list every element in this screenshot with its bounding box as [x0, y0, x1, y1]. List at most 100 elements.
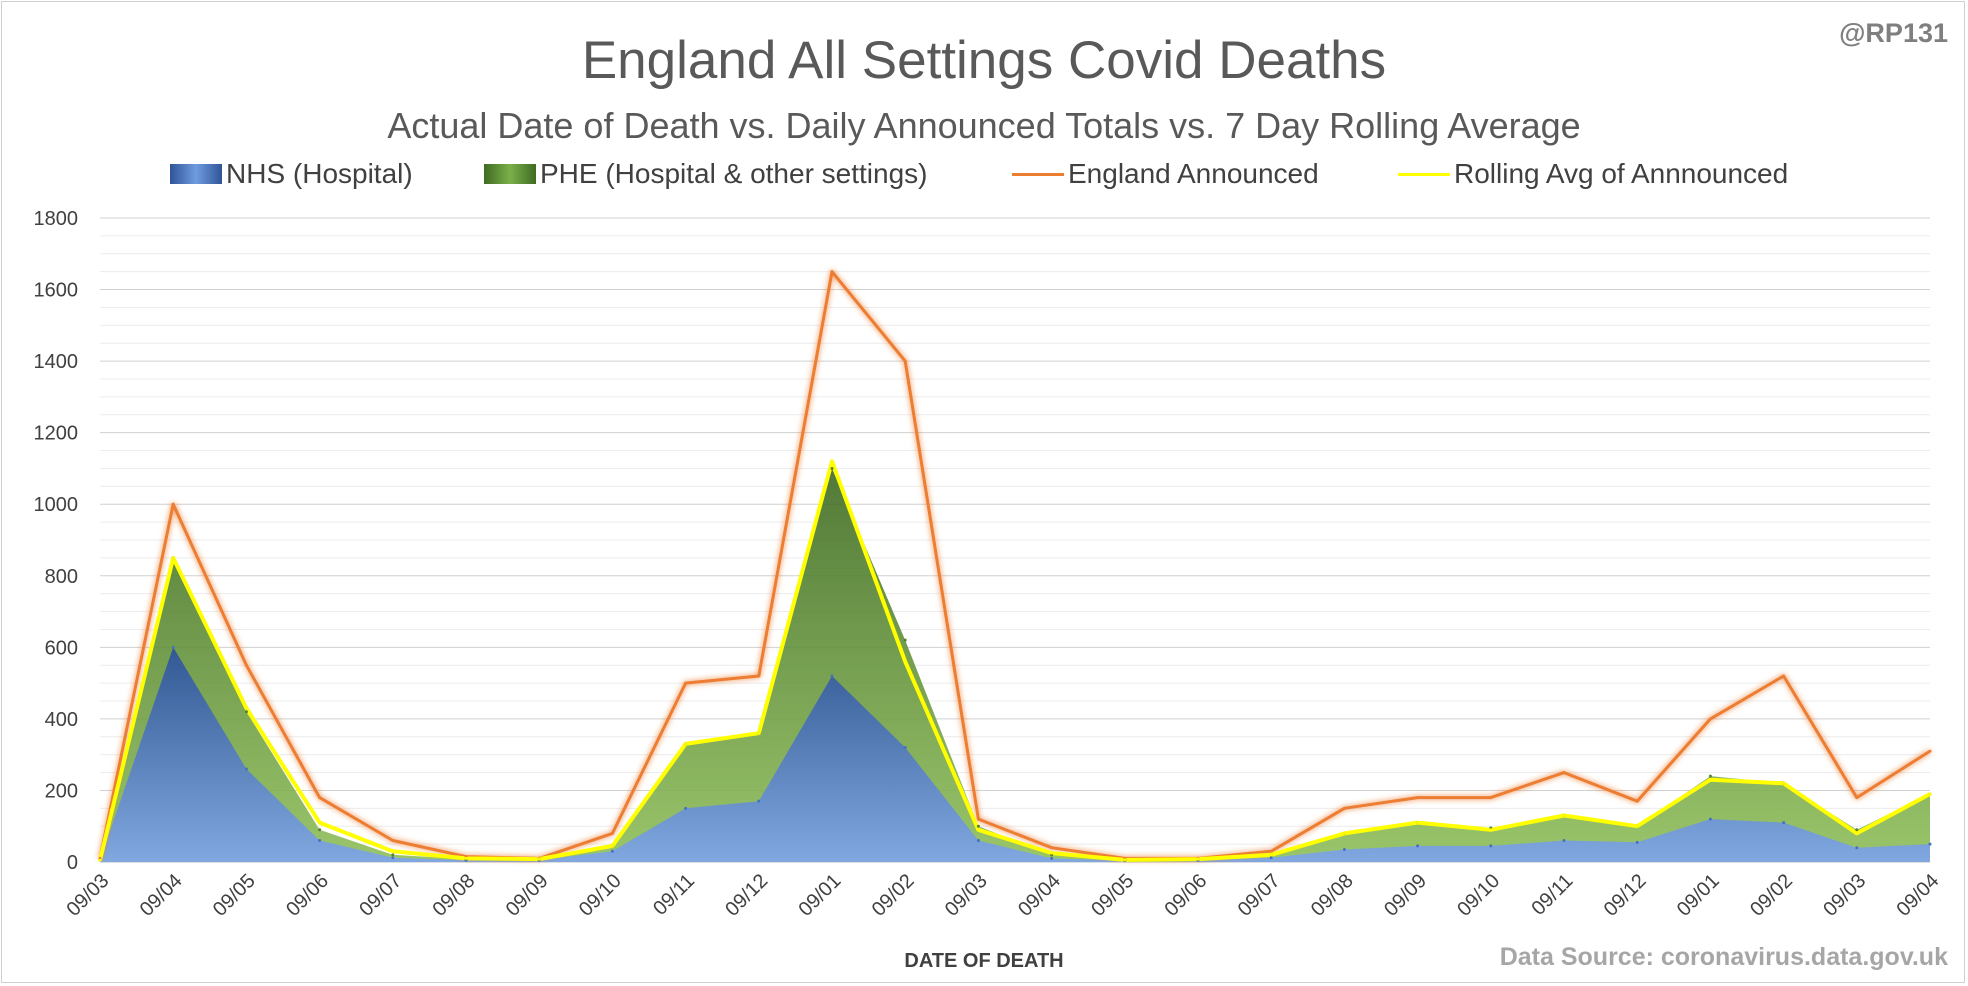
chart-title: England All Settings Covid Deaths	[581, 31, 1387, 90]
rolling-avg-point	[98, 858, 102, 862]
x-tick-label: 09/06	[282, 870, 333, 921]
announced-point	[1050, 846, 1054, 850]
x-tick-label: 09/04	[136, 870, 187, 921]
announced-point	[1342, 806, 1346, 810]
x-tick-label: 09/05	[1087, 870, 1138, 921]
y-tick-label: 400	[45, 709, 78, 731]
nhs-point	[1050, 856, 1054, 860]
author-handle: @RP131	[1839, 18, 1948, 48]
legend-item-nhs: NHS (Hospital)	[170, 158, 413, 190]
rolling-avg-point	[976, 828, 980, 832]
phe-point	[830, 466, 834, 470]
legend-item-phe: PHE (Hospital & other settings)	[484, 158, 928, 190]
y-tick-label: 200	[45, 780, 78, 802]
legend-item-rolling: Rolling Avg of Annnounced	[1398, 158, 1788, 190]
x-tick-label: 09/09	[1380, 870, 1431, 921]
rolling-avg-point	[1855, 831, 1859, 835]
legend: NHS (Hospital) PHE (Hospital & other set…	[0, 158, 1968, 198]
x-axis: 09/03 09/04 09/05 09/06 09/07 09/08 09/09 09/10…	[62, 861, 1943, 921]
nhs-point	[391, 856, 395, 860]
nhs-point	[1416, 844, 1420, 848]
legend-label-rolling: Rolling Avg of Annnounced	[1454, 158, 1789, 189]
legend-line-announced	[1012, 172, 1064, 176]
nhs-point	[1635, 840, 1639, 844]
announced-point	[757, 674, 761, 678]
rolling-avg-line	[98, 459, 1931, 862]
y-axis: 0 200 400 600 800 1000 1200 1400 1600 1800	[34, 208, 79, 874]
nhs-point	[976, 839, 980, 843]
x-tick-label: 09/11	[649, 870, 699, 920]
x-tick-label: 09/08	[428, 870, 479, 921]
nhs-point	[1489, 844, 1493, 848]
announced-point	[610, 831, 614, 835]
y-tick-label: 1800	[34, 208, 79, 230]
chart-subtitle: Actual Date of Death vs. Daily Announced…	[387, 105, 1581, 146]
x-tick-label: 09/01	[1673, 870, 1724, 921]
x-tick-label: 09/09	[502, 870, 553, 921]
announced-point	[1708, 717, 1712, 721]
y-tick-label: 1200	[34, 423, 79, 445]
x-tick-label: 09/10	[1453, 870, 1504, 921]
announced-point	[1782, 674, 1786, 678]
x-tick-label: 09/12	[721, 870, 772, 921]
rolling-avg-point	[1489, 828, 1493, 832]
rolling-avg-point	[1928, 792, 1932, 796]
phe-point	[976, 824, 980, 828]
announced-point	[1635, 799, 1639, 803]
rolling-avg-point	[1196, 857, 1200, 861]
phe-point	[318, 828, 322, 832]
x-tick-label: 09/04	[1014, 870, 1065, 921]
gridlines	[100, 217, 1930, 863]
rolling-avg-point	[1782, 781, 1786, 785]
nhs-point	[171, 645, 175, 649]
nhs-point	[757, 799, 761, 803]
y-tick-label: 1400	[34, 351, 79, 373]
rolling-avg-point	[1635, 824, 1639, 828]
legend-label-phe: PHE (Hospital & other settings)	[540, 158, 928, 189]
nhs-point	[903, 746, 907, 750]
announced-point	[684, 681, 688, 685]
rolling-avg-point	[171, 556, 175, 560]
x-tick-label: 09/07	[1234, 870, 1285, 921]
announced-point	[1855, 796, 1859, 800]
rolling-avg-point	[1342, 831, 1346, 835]
nhs-point	[830, 674, 834, 678]
y-tick-label: 600	[45, 637, 78, 659]
x-tick-label: 09/02	[1746, 870, 1797, 921]
nhs-point	[684, 806, 688, 810]
x-tick-label: 09/02	[868, 870, 919, 921]
nhs-point	[1562, 839, 1566, 843]
legend-label-announced: England Announced	[1068, 158, 1319, 189]
phe-point	[1708, 774, 1712, 778]
nhs-point	[1342, 847, 1346, 851]
legend-line-rolling	[1398, 172, 1450, 176]
rolling-avg-point	[830, 459, 834, 463]
rolling-avg-point	[318, 821, 322, 825]
y-tick-label: 800	[45, 566, 78, 588]
legend-swatch-nhs	[170, 164, 222, 184]
rolling-avg-point	[1562, 813, 1566, 817]
x-tick-label: 09/03	[941, 870, 992, 921]
x-tick-label: 09/03	[1819, 870, 1870, 921]
nhs-point	[1855, 846, 1859, 850]
legend-item-announced: England Announced	[1012, 158, 1319, 190]
rolling-avg-point	[1269, 853, 1273, 857]
data-source: Data Source: coronavirus.data.gov.uk	[1499, 943, 1948, 971]
rolling-avg-point	[684, 742, 688, 746]
rolling-avg-point	[1708, 778, 1712, 782]
x-axis-title: DATE OF DEATH	[904, 950, 1064, 972]
x-tick-label: 09/01	[794, 870, 845, 921]
phe-point	[1855, 828, 1859, 832]
y-tick-label: 1000	[34, 494, 79, 516]
x-tick-label: 09/03	[62, 870, 113, 921]
nhs-point	[1269, 856, 1273, 860]
x-tick-label: 09/10	[575, 870, 626, 921]
rolling-avg-point	[610, 844, 614, 848]
x-tick-label: 09/11	[1528, 870, 1578, 920]
rolling-avg-point	[391, 849, 395, 853]
nhs-point	[1928, 842, 1932, 846]
y-tick-label: 0	[67, 852, 78, 874]
x-tick-label: 09/07	[355, 870, 406, 921]
rolling-avg-point	[244, 706, 248, 710]
